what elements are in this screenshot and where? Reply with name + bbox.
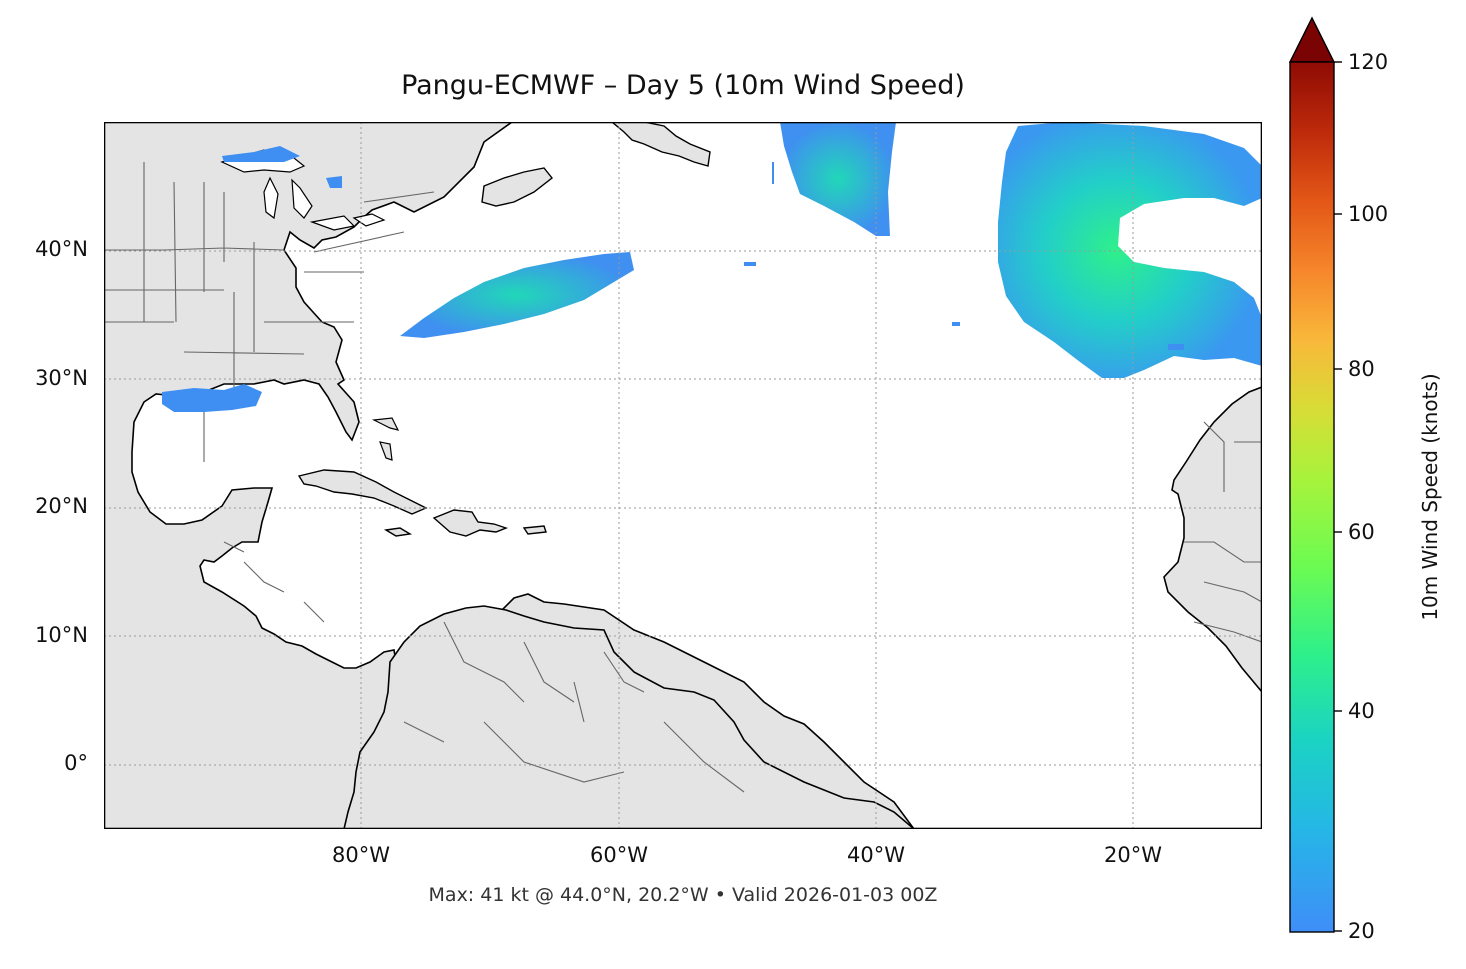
land-cuba bbox=[297, 469, 428, 515]
lon-label-80w: 80°W bbox=[332, 843, 390, 867]
great-lakes bbox=[220, 149, 386, 231]
wind-patch-great-lakes bbox=[222, 146, 342, 188]
land-bahamas bbox=[371, 417, 400, 461]
lon-label-60w: 60°W bbox=[590, 843, 648, 867]
lat-label-10n: 10°N bbox=[35, 623, 88, 647]
wind-patch-mid-atlantic bbox=[780, 122, 896, 236]
colorbar-tick-20: 20 bbox=[1348, 919, 1375, 943]
footer-max-info: Max: 41 kt @ 44.0°N, 20.2°W • Valid 2026… bbox=[428, 884, 938, 906]
land-puerto-rico bbox=[522, 525, 547, 535]
land-newfoundland bbox=[610, 121, 711, 167]
chart-title: Pangu-ECMWF – Day 5 (10m Wind Speed) bbox=[401, 70, 965, 101]
colorbar-extend-arrow bbox=[1288, 16, 1336, 63]
land-south-america bbox=[342, 605, 917, 830]
colorbar-tick-100: 100 bbox=[1348, 202, 1389, 226]
land-africa bbox=[1163, 385, 1263, 695]
wind-patch-atlantic-west bbox=[400, 252, 634, 338]
colorbar-tick-80: 80 bbox=[1348, 357, 1375, 381]
colorbar-gradient bbox=[1289, 61, 1335, 933]
colorbar-tick-40: 40 bbox=[1348, 699, 1375, 723]
land-nova-scotia bbox=[481, 167, 553, 207]
lat-label-30n: 30°N bbox=[35, 366, 88, 390]
lat-label-0: 0° bbox=[64, 751, 88, 775]
colorbar bbox=[1288, 16, 1342, 933]
wind-patch-east-atlantic bbox=[998, 122, 1262, 378]
map-canvas bbox=[103, 121, 1263, 830]
map-border bbox=[103, 121, 1263, 830]
colorbar-tick-120: 120 bbox=[1348, 50, 1389, 74]
lon-label-40w: 40°W bbox=[847, 843, 905, 867]
wind-patch-gulf bbox=[162, 384, 262, 412]
country-borders bbox=[104, 162, 1263, 793]
lat-label-20n: 20°N bbox=[35, 494, 88, 518]
colorbar-tick-60: 60 bbox=[1348, 520, 1375, 544]
land-jamaica bbox=[383, 527, 413, 537]
lon-label-20w: 20°W bbox=[1104, 843, 1162, 867]
lat-label-40n: 40°N bbox=[35, 237, 88, 261]
map-panel bbox=[103, 121, 1263, 830]
colorbar-title: 10m Wind Speed (knots) bbox=[1418, 373, 1442, 621]
gridlines bbox=[104, 122, 1262, 829]
wind-patch-east-atlantic-inner bbox=[1134, 208, 1258, 254]
land-hispaniola bbox=[432, 509, 509, 537]
land-north-america bbox=[103, 121, 916, 830]
